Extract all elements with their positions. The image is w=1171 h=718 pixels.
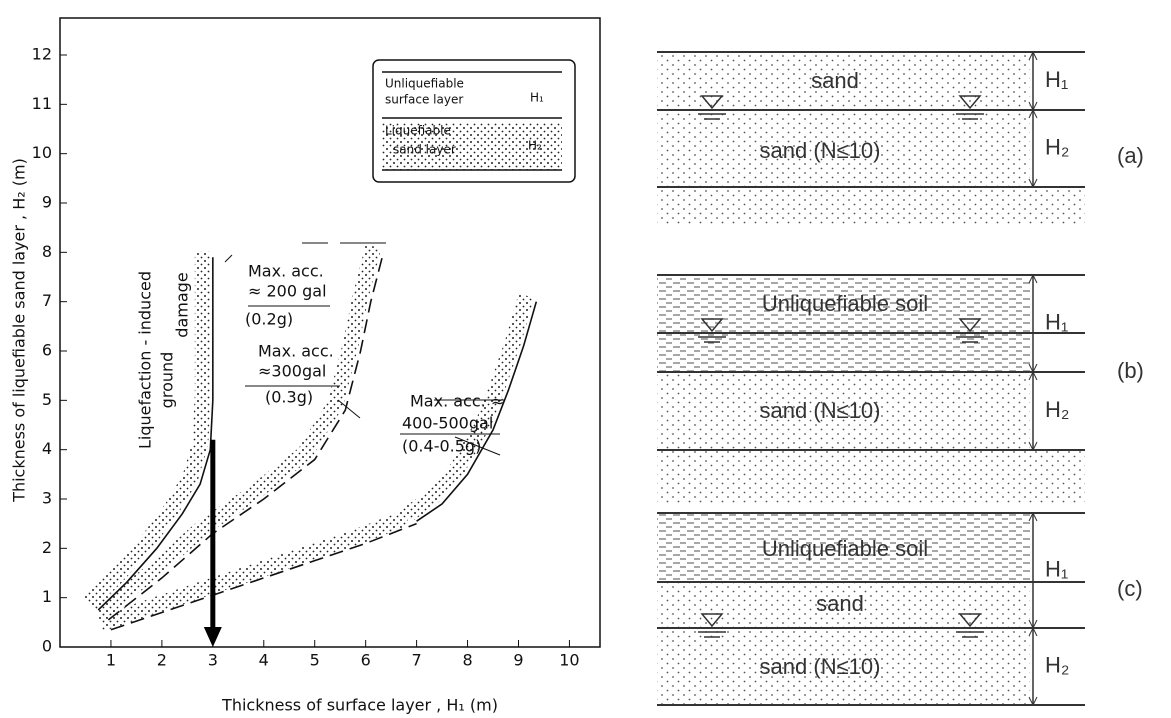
boundary-line [416, 301, 538, 522]
damage-band [98, 510, 410, 632]
inset-text: Liquefiable [385, 124, 451, 138]
x-tick-label: 10 [559, 651, 579, 670]
inset-text: H₂ [528, 139, 542, 153]
soil-layer [657, 450, 1085, 505]
diagrams: H₁ H₂ sand sand (N≤10) (a) H₁ H₂ Unliquefiable … [657, 50, 1144, 707]
soil-layer [657, 372, 1030, 450]
inset-sand [382, 122, 562, 170]
y-tick-label: 11 [32, 94, 52, 113]
annotation: Max. acc. ≈ [410, 392, 504, 411]
annotation: Liquefaction - induced [136, 271, 155, 449]
soil-layer [657, 333, 1030, 372]
y-tick-label: 8 [42, 242, 52, 261]
soil-layer [657, 513, 1030, 582]
leader-line [337, 399, 361, 419]
y-tick-label: 1 [42, 587, 52, 606]
soil-layer [657, 187, 1085, 225]
soil-layer [657, 110, 1030, 187]
h-label: H₁ [1045, 556, 1068, 581]
annotation: ≈300gal [258, 362, 326, 381]
boundary-line [107, 252, 385, 621]
x-tick-label: 2 [157, 651, 167, 670]
panel-label: (b) [1117, 358, 1144, 383]
y-tick-label: 6 [42, 341, 52, 360]
panel-label: (a) [1117, 143, 1144, 168]
layer-label: sand [811, 68, 859, 93]
y-tick-label: 2 [42, 538, 52, 557]
water-table [698, 95, 726, 120]
annotation: (0.3g) [265, 388, 313, 407]
y-tick-label: 7 [42, 291, 52, 310]
arrow-head [203, 627, 222, 647]
inset-text: Unliquefiable [385, 77, 464, 91]
annotation: Max. acc. [258, 342, 334, 361]
annotation: ≈ 200 gal [248, 282, 327, 301]
h-arrow [1028, 626, 1038, 707]
y-tick-label: 5 [42, 390, 52, 409]
plot-frame [59, 17, 601, 648]
damage-band [402, 293, 535, 522]
inset-text: sand layer [393, 143, 456, 157]
soil-layer [657, 628, 1030, 705]
damage-band [82, 251, 211, 610]
x-tick-label: 6 [361, 651, 371, 670]
layer-label: sand (N≤10) [760, 398, 881, 423]
h-label: H₂ [1045, 134, 1069, 159]
x-axis-title: Thickness of surface layer , H₁ (m) [221, 696, 498, 715]
h-arrow [1028, 108, 1038, 189]
layer-label: Unliquefiable soil [762, 291, 928, 316]
annotation: ground [158, 352, 177, 409]
panel-label: (c) [1117, 576, 1143, 601]
x-tick-label: 5 [310, 651, 320, 670]
h-arrow [1028, 370, 1038, 452]
y-tick-label: 4 [42, 439, 52, 458]
annotation: (0.2g) [245, 310, 293, 329]
x-tick-label: 9 [513, 651, 523, 670]
annotation: Max. acc. [248, 262, 324, 281]
y-tick-label: 9 [42, 193, 52, 212]
water-table [956, 95, 984, 120]
leader-line [454, 436, 501, 456]
annotation: (0.4-0.5g) [402, 437, 481, 456]
soil-layer [657, 582, 1030, 628]
damage-band [93, 244, 382, 621]
annotation: 400-500gal [402, 414, 493, 433]
x-tick-label: 3 [208, 651, 218, 670]
h-label: H₁ [1045, 309, 1068, 334]
x-tick-label: 8 [462, 651, 472, 670]
annotation: damage [173, 272, 192, 337]
inset-text: H₁ [530, 91, 544, 105]
boundary-line [110, 522, 417, 631]
x-tick-label: 1 [106, 651, 116, 670]
leader-line [224, 254, 233, 263]
water-table [956, 613, 984, 638]
layer-label: sand (N≤10) [760, 654, 881, 679]
h-label: H₂ [1045, 652, 1069, 677]
y-tick-label: 10 [32, 143, 52, 162]
y-tick-label: 0 [42, 637, 52, 656]
x-tick-label: 7 [412, 651, 422, 670]
h-label: H₂ [1045, 397, 1069, 422]
water-table [698, 318, 726, 343]
h-label: H₁ [1045, 67, 1068, 92]
y-axis-title: Thickness of liquefiable sand layer , H₂… [10, 158, 29, 503]
water-table [956, 318, 984, 343]
y-tick-label: 12 [32, 45, 52, 64]
layer-label: sand (N≤10) [760, 138, 881, 163]
layer-label: sand [816, 591, 864, 616]
x-tick-label: 4 [259, 651, 269, 670]
y-tick-label: 3 [42, 489, 52, 508]
inset-text: surface layer [385, 93, 463, 107]
boundary-line [97, 257, 214, 611]
water-table [698, 613, 726, 638]
layer-label: Unliquefiable soil [762, 536, 928, 561]
